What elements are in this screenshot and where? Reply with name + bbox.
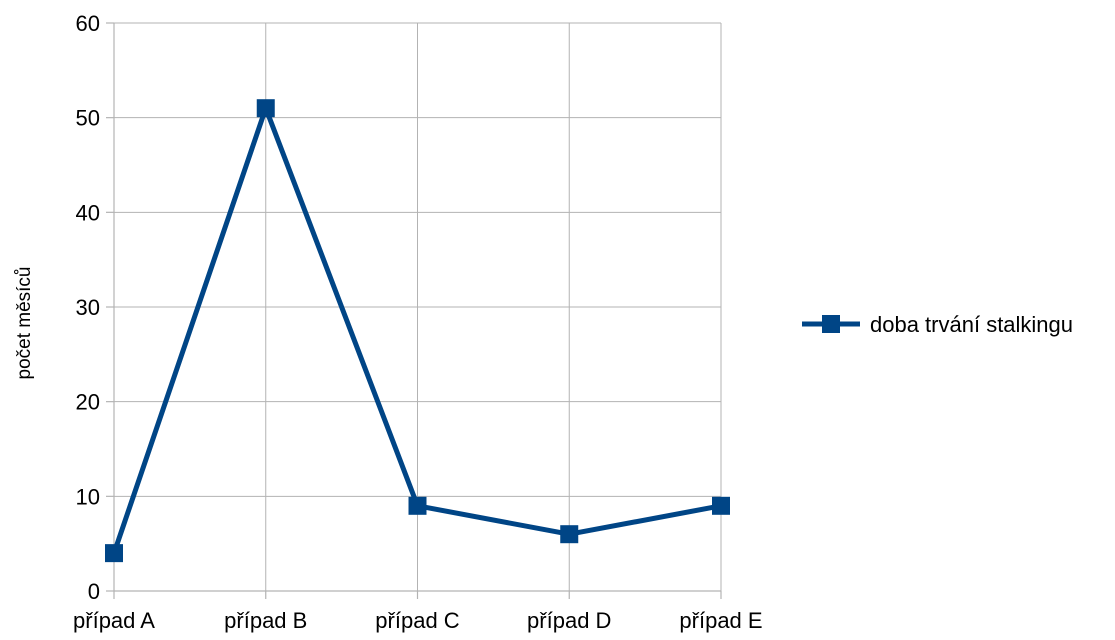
x-tick-label: případ D: [527, 608, 611, 633]
y-axis-title: počet měsíců: [14, 267, 35, 380]
data-point: [560, 525, 579, 544]
x-tick-label: případ B: [224, 608, 307, 633]
y-tick-labels: 0 10 20 30 40 50 60: [76, 11, 100, 604]
series-group: [105, 99, 730, 563]
legend: doba trvání stalkingu: [802, 312, 1073, 337]
y-tick-label: 40: [76, 200, 100, 225]
x-tick-label: případ A: [73, 608, 155, 633]
y-tick-label: 20: [76, 390, 100, 415]
legend-label: doba trvání stalkingu: [870, 312, 1073, 337]
data-point: [256, 99, 275, 118]
x-tick-label: případ C: [375, 608, 459, 633]
axes: [106, 22, 722, 599]
x-tick-label: případ E: [679, 608, 762, 633]
y-tick-label: 60: [76, 11, 100, 36]
grid: [114, 22, 722, 591]
y-tick-label: 10: [76, 484, 100, 509]
legend-marker: [822, 315, 840, 333]
y-tick-label: 30: [76, 295, 100, 320]
y-tick-label: 50: [76, 106, 100, 131]
data-point: [712, 496, 730, 515]
data-point: [105, 544, 123, 563]
x-tick-labels: případ A případ B případ C případ D případ E: [73, 608, 763, 633]
y-tick-label: 0: [88, 579, 100, 604]
data-point: [408, 496, 427, 515]
